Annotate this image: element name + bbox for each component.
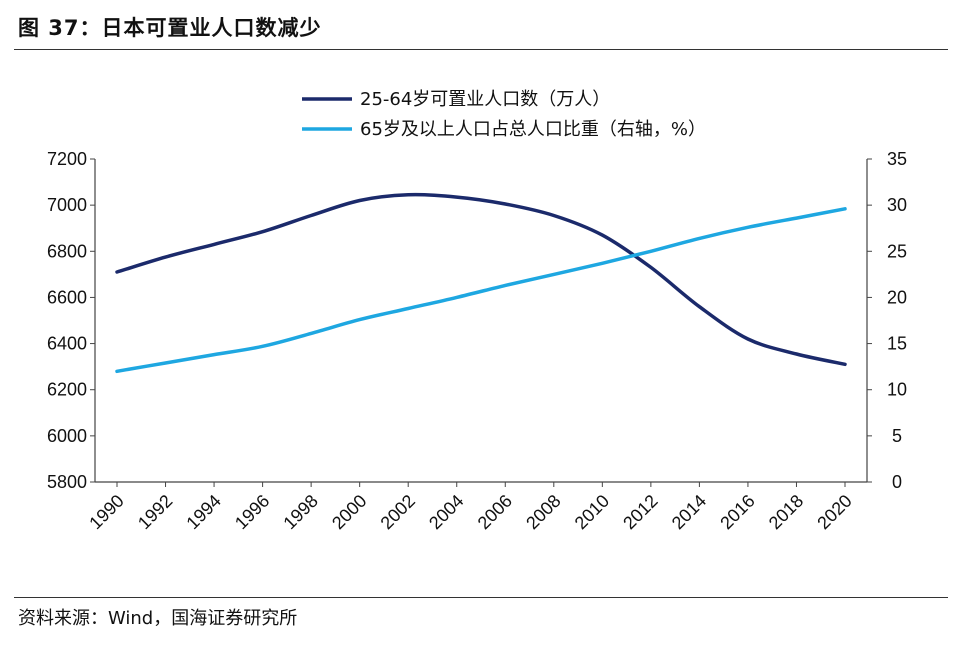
left-tick-label: 6400 bbox=[47, 334, 87, 354]
legend-label-elderly-share: 65岁及以上人口占总人口比重（右轴，%） bbox=[360, 119, 706, 140]
left-tick-label: 6800 bbox=[47, 241, 87, 261]
right-tick-label: 15 bbox=[887, 334, 907, 354]
source-note: 资料来源：Wind，国海证券研究所 bbox=[18, 608, 298, 629]
x-tick-label: 2010 bbox=[571, 491, 613, 533]
legend: 25-64岁可置业人口数（万人） 65岁及以上人口占总人口比重（右轴，%） bbox=[302, 89, 706, 140]
x-tick-label: 2002 bbox=[377, 491, 419, 533]
x-tick-label: 2008 bbox=[522, 491, 564, 533]
right-tick-label: 0 bbox=[892, 472, 902, 492]
right-tick-label: 30 bbox=[887, 195, 907, 215]
x-tick-label: 2004 bbox=[425, 491, 467, 533]
chart: 25-64岁可置业人口数（万人） 65岁及以上人口占总人口比重（右轴，%） 58… bbox=[47, 89, 907, 533]
x-tick-label: 2020 bbox=[813, 491, 855, 533]
x-tick-label: 2000 bbox=[328, 491, 370, 533]
x-tick-label: 2016 bbox=[716, 491, 758, 533]
left-tick-label: 6000 bbox=[47, 426, 87, 446]
x-tick-label: 1996 bbox=[231, 491, 273, 533]
x-tick-label: 1998 bbox=[280, 491, 322, 533]
left-tick-label: 5800 bbox=[47, 472, 87, 492]
left-tick-label: 6600 bbox=[47, 287, 87, 307]
left-tick-label: 6200 bbox=[47, 380, 87, 400]
right-tick-label: 5 bbox=[892, 426, 902, 446]
series-line-working-age bbox=[115, 192, 847, 367]
x-tick-label: 1990 bbox=[85, 491, 127, 533]
series-line-elderly-share bbox=[115, 207, 847, 374]
right-tick-label: 35 bbox=[887, 149, 907, 169]
left-tick-label: 7000 bbox=[47, 195, 87, 215]
x-tick-label: 2018 bbox=[765, 491, 807, 533]
title-divider bbox=[14, 49, 948, 50]
x-tick-label: 1992 bbox=[134, 491, 176, 533]
x-tick-label: 2006 bbox=[474, 491, 516, 533]
source-divider bbox=[14, 597, 948, 598]
x-tick-label: 1994 bbox=[182, 491, 224, 533]
right-tick-label: 25 bbox=[887, 241, 907, 261]
series bbox=[115, 192, 847, 374]
x-tick-label: 2012 bbox=[619, 491, 661, 533]
right-tick-label: 10 bbox=[887, 380, 907, 400]
figure-title: 图 37：日本可置业人口数减少 bbox=[18, 16, 322, 40]
legend-label-working-age: 25-64岁可置业人口数（万人） bbox=[360, 89, 610, 110]
right-tick-label: 20 bbox=[887, 287, 907, 307]
x-tick-label: 2014 bbox=[668, 491, 710, 533]
axes: 5800 6000 6200 6400 6600 6800 7000 7200 0 5 10 15 20… bbox=[47, 149, 907, 533]
left-tick-label: 7200 bbox=[47, 149, 87, 169]
